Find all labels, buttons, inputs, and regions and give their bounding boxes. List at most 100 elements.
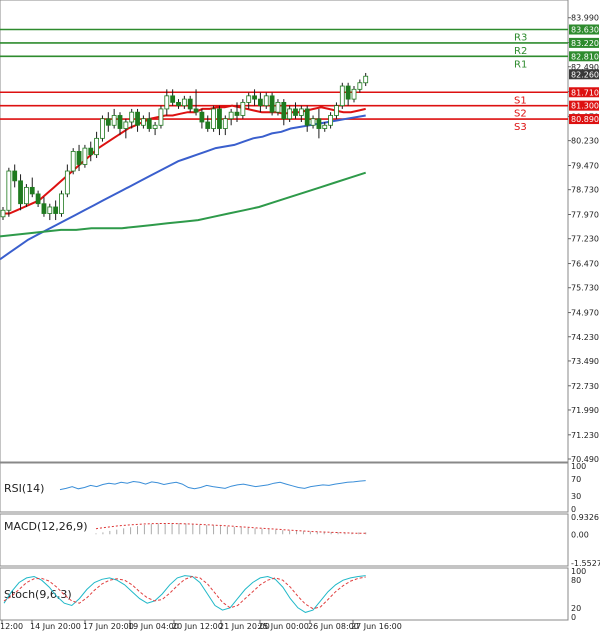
candle-body (47, 206, 53, 214)
price-panel-frame (0, 0, 569, 463)
x-tick-label: 12:00 (0, 622, 23, 631)
rsi-line (59, 480, 366, 491)
candle-body (152, 124, 158, 129)
price-y-tick-label: 82.490 (571, 63, 599, 72)
x-tick-label: 17 Jun 20:00 (83, 622, 134, 631)
price-y-tick-label: 72.730 (571, 382, 599, 391)
stoch-y-tick-label: 20 (571, 604, 581, 613)
x-tick-label: 21 Jun 20:00 (219, 622, 270, 631)
candle-body (269, 95, 275, 113)
candle-body (322, 124, 328, 129)
level-value-tag-r1 (569, 51, 599, 62)
candle-body (94, 137, 99, 156)
rsi-lines (59, 480, 366, 491)
macd-signal-line (95, 523, 366, 534)
candle-body (293, 108, 298, 116)
macd-y-tick-label: 0.00 (571, 530, 589, 539)
candle-body (252, 95, 257, 100)
macd-y-tick-label: -1.5527 (571, 559, 600, 568)
x-tick-label: 20 Jun 12:00 (172, 622, 223, 631)
price-y-tick-label: 71.230 (571, 431, 599, 440)
candle-body (363, 75, 369, 84)
level-value-tag-r2 (569, 37, 599, 48)
x-tick-label: 19 Jun 04:00 (128, 622, 179, 631)
candle-body (211, 108, 217, 129)
macd-y-axis: 0.9326 0.00 -1.5527 (571, 513, 600, 568)
moving-average-line-2 (0, 114, 366, 261)
level-value-r1: 82.810 (571, 52, 599, 61)
candle-body (222, 118, 228, 129)
last-price-tag: 82.260 (569, 69, 599, 80)
candle-body (339, 85, 345, 107)
last-price-box (569, 69, 599, 80)
candle-body (287, 108, 293, 120)
x-tick-label: 26 Jun 08:00 (308, 622, 359, 631)
price-y-tick-label: 80.230 (571, 137, 599, 146)
candle-body (0, 209, 6, 218)
macd-panel-frame (0, 513, 569, 567)
price-y-tick-label: 75.730 (571, 284, 599, 293)
level-value-tag-s1 (569, 87, 599, 98)
candle-body (59, 193, 64, 214)
stoch-label: Stoch(9,6,3) (4, 588, 72, 601)
price-y-tick-label: 70.490 (571, 455, 599, 464)
candle-body (111, 115, 117, 126)
candle-body (35, 193, 41, 205)
level-name-r3: R3 (514, 32, 527, 43)
stoch-line-1 (3, 575, 366, 613)
stoch-panel-frame (0, 567, 569, 621)
rsi-y-tick-label: 0 (571, 505, 576, 514)
candle-body (187, 98, 193, 110)
level-value-r3: 83.630 (571, 25, 599, 34)
candle-body (18, 180, 23, 205)
candle-body (70, 151, 76, 172)
price-y-tick-label: 74.970 (571, 309, 599, 318)
x-tick-label: 25 Jun 00:00 (258, 622, 309, 631)
price-y-tick-label: 73.490 (571, 357, 599, 366)
stoch-y-tick-label: 0 (571, 613, 576, 622)
price-y-tick-label: 77.970 (571, 211, 599, 220)
rsi-y-tick-label: 70 (571, 475, 581, 484)
price-panel: 83.99083.23082.49081.73080.97080.23079.4… (0, 0, 599, 464)
price-y-tick-label: 77.230 (571, 235, 599, 244)
candle-body (158, 108, 164, 126)
candle-body (257, 98, 263, 107)
candle-body (345, 85, 351, 100)
rsi-label: RSI(14) (4, 482, 44, 495)
rsi-panel: RSI(14) 100 70 30 0 (0, 462, 586, 514)
macd-label: MACD(12,26,9) (4, 520, 88, 533)
candle-body (334, 105, 339, 116)
stoch-lines (3, 575, 366, 613)
level-value-s1: 81.710 (571, 88, 599, 97)
candle-body (246, 95, 252, 103)
macd-marks (95, 522, 367, 535)
moving-average-line-3 (0, 171, 367, 238)
candle-body (135, 111, 140, 126)
level-name-s3: S3 (514, 122, 527, 133)
candle-body (275, 101, 281, 113)
candle-body (100, 118, 105, 139)
candle-body (298, 108, 304, 116)
candle-body (304, 108, 310, 126)
candle-body (41, 203, 47, 214)
candle-body (176, 101, 181, 107)
rsi-panel-frame (0, 462, 569, 513)
level-name-s1: S1 (514, 95, 527, 106)
candle-body (29, 186, 35, 195)
price-y-tick-label: 74.230 (571, 333, 599, 342)
level-name-r1: R1 (514, 59, 527, 70)
candle-body (281, 101, 287, 120)
candle-body (164, 95, 170, 110)
macd-y-tick-label: 0.9326 (571, 513, 599, 522)
candle-body (205, 121, 211, 129)
level-value-tag-s3 (569, 114, 599, 125)
price-y-tick-label: 78.730 (571, 186, 599, 195)
candle-body (129, 111, 135, 123)
candle-body (23, 186, 29, 205)
level-name-s2: S2 (514, 109, 527, 120)
